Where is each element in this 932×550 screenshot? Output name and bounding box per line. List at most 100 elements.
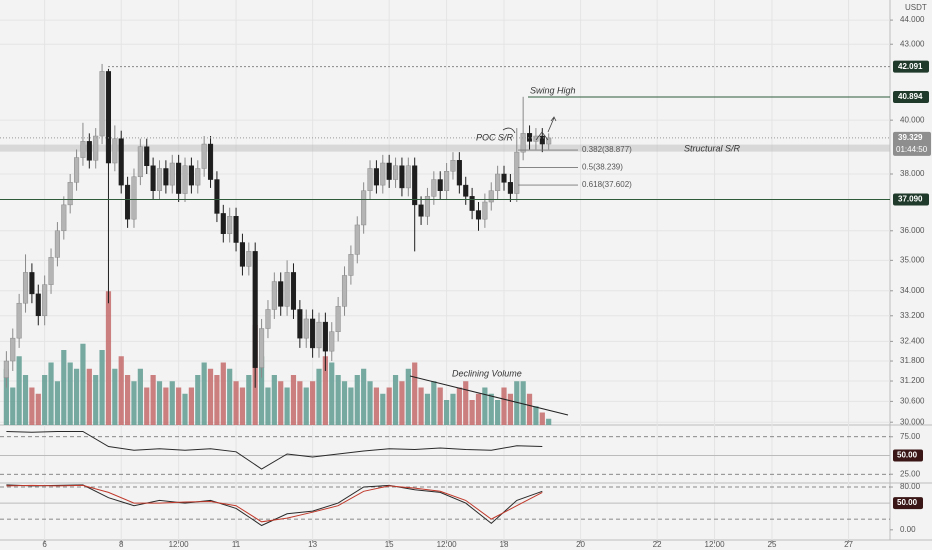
candle-body	[67, 182, 73, 206]
candle-body	[246, 251, 252, 267]
volume-bar	[86, 368, 92, 425]
candle-body	[169, 162, 175, 186]
volume-bar	[188, 387, 194, 425]
volume-bar	[258, 356, 265, 425]
level-badge	[893, 90, 929, 103]
volume-bar	[54, 381, 61, 425]
volume-bar	[284, 387, 290, 425]
trend-line	[409, 375, 569, 416]
volume-bar	[341, 381, 348, 425]
volume-bar	[239, 387, 246, 425]
candle-body	[125, 184, 131, 220]
y-tick-label: 30.600	[900, 397, 925, 406]
volume-bar	[520, 381, 526, 425]
candle-body	[418, 204, 424, 217]
candle-body	[373, 168, 379, 186]
volume-bar	[412, 362, 418, 425]
volume-bar	[271, 375, 277, 425]
candle-body	[469, 196, 475, 211]
candle-body	[10, 337, 16, 362]
volume-bar	[144, 387, 150, 425]
candle-body	[150, 165, 156, 191]
volume-bar	[514, 381, 520, 425]
candle-body	[29, 272, 35, 295]
candle-body	[35, 293, 41, 317]
x-tick-label: 8	[119, 540, 124, 549]
x-tick-label: 11	[232, 540, 241, 549]
candle-body	[546, 137, 552, 145]
candle-body	[520, 133, 526, 153]
volume-bar	[348, 387, 354, 425]
y-tick-label: 36.000	[900, 226, 925, 235]
candle-body	[482, 201, 488, 220]
volume-bar	[399, 381, 405, 425]
candle-body	[361, 190, 367, 226]
y-tick-label: 33.200	[900, 311, 925, 320]
volume-bar	[322, 356, 328, 425]
volume-bar	[482, 387, 488, 425]
candle-body	[220, 213, 226, 234]
candle-body	[533, 135, 539, 142]
candle-body	[74, 157, 80, 183]
level-badge	[893, 60, 929, 73]
candle-body	[386, 162, 392, 180]
y-tick-label: 38.000	[900, 169, 925, 178]
level-badge	[893, 193, 929, 206]
candle-body	[507, 182, 513, 194]
candle-body	[341, 275, 348, 307]
volume-bar	[67, 362, 73, 425]
y-tick-label: 35.000	[900, 255, 925, 264]
y-tick-label: 32.400	[900, 337, 925, 346]
candle-body	[354, 224, 360, 255]
volume-bar	[526, 393, 533, 425]
candle-body	[61, 204, 67, 232]
volume-bar	[214, 375, 220, 425]
candle-body	[54, 230, 60, 258]
volume-bar	[150, 375, 156, 425]
y-tick-label: 30.000	[900, 417, 925, 426]
x-tick-label: 12:00	[169, 540, 190, 549]
candle-body	[271, 281, 277, 310]
x-tick-label: 15	[385, 540, 394, 549]
volume-bar	[488, 393, 494, 425]
indicator-line	[6, 484, 543, 523]
candle-body	[207, 143, 214, 180]
candle-body	[335, 306, 341, 332]
volume-bar	[131, 381, 137, 425]
x-tick-label: 13	[308, 540, 317, 549]
volume-bar	[112, 368, 118, 425]
volume-bar	[22, 375, 29, 425]
candle-body	[348, 254, 354, 276]
volume-bar	[118, 356, 124, 425]
candle-body	[488, 190, 494, 203]
candle-body	[195, 168, 201, 186]
volume-bar	[437, 387, 443, 425]
candle-body	[137, 146, 143, 178]
candle-body	[444, 171, 450, 191]
candle-body	[252, 251, 258, 368]
indicator-line	[6, 431, 543, 470]
candle-body	[475, 210, 482, 220]
candle-body	[259, 328, 265, 368]
candle-body	[239, 242, 245, 267]
x-tick-label: 6	[42, 540, 47, 549]
volume-bar	[35, 393, 41, 425]
candle-body	[380, 162, 386, 186]
volume-bar	[533, 406, 539, 425]
candle-body	[112, 138, 118, 164]
volume-bar	[156, 381, 163, 425]
level-label: 42.091	[898, 62, 923, 71]
candle-body	[526, 133, 533, 142]
volume-bar	[3, 368, 9, 425]
volume-bar	[450, 393, 456, 425]
level-label: 37.090	[898, 195, 923, 204]
candle-body	[278, 281, 284, 307]
volume-bar	[316, 368, 322, 425]
volume-bar	[354, 375, 360, 425]
volume-bar	[16, 356, 22, 425]
candle-body	[450, 160, 456, 172]
candle-body	[227, 216, 233, 234]
volume-bar	[169, 381, 175, 425]
